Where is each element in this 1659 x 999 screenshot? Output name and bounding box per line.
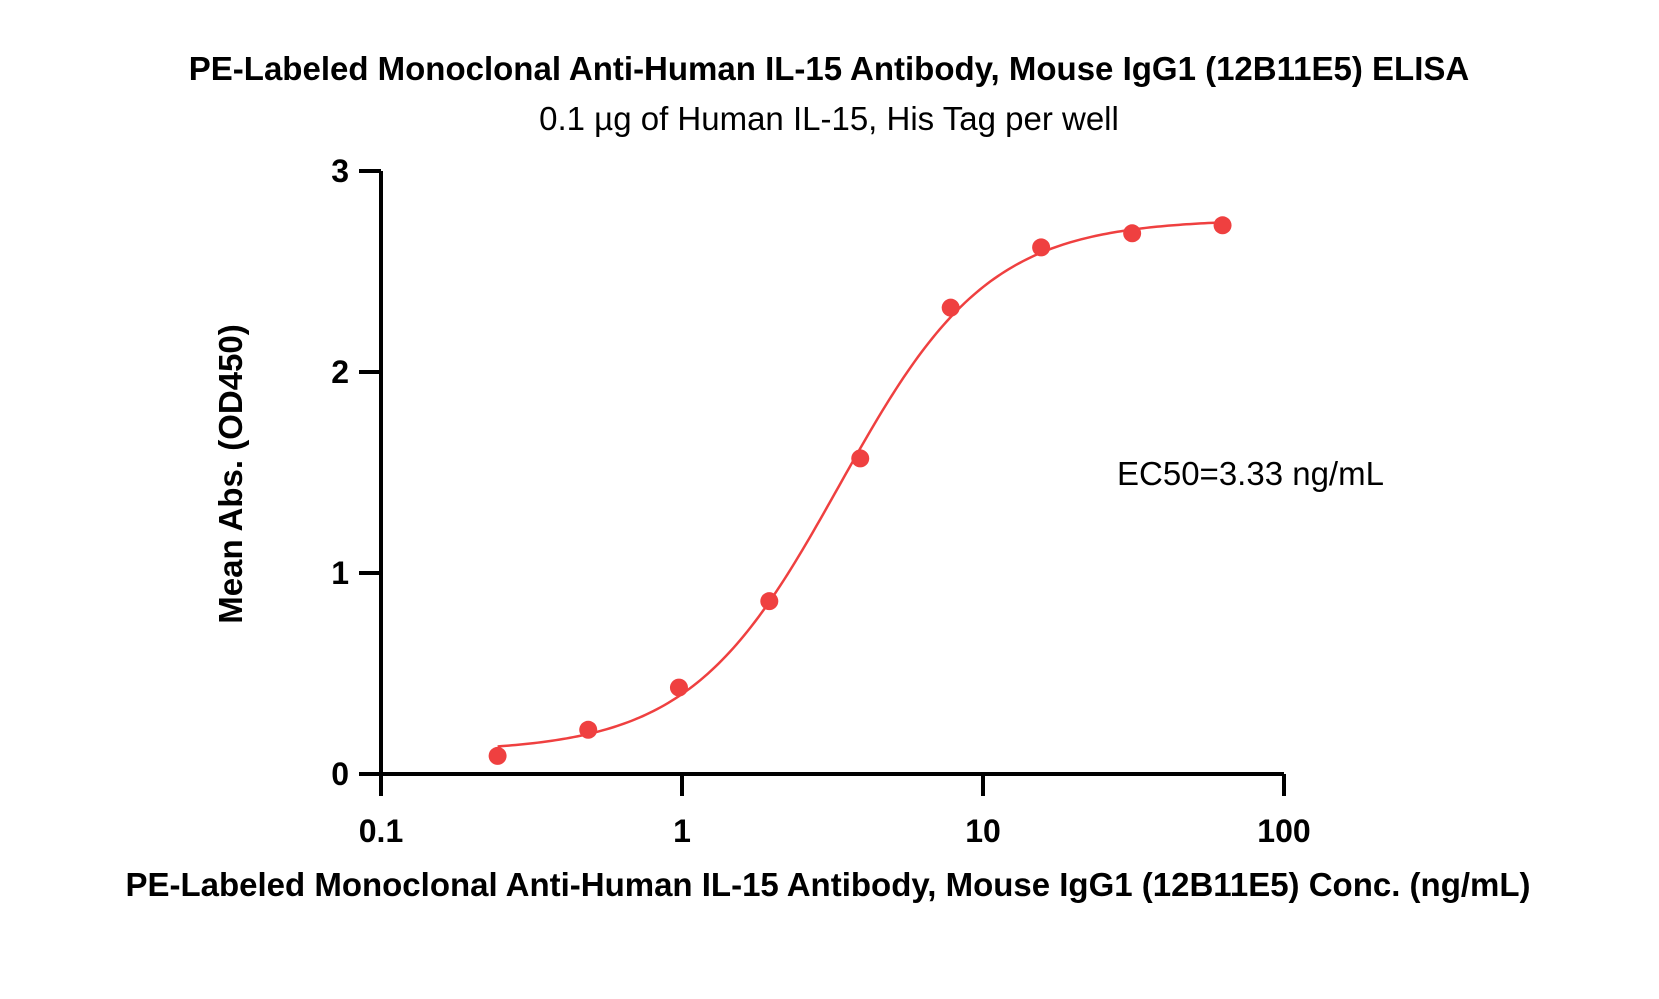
data-point [1213, 216, 1232, 235]
fit-curve-line [497, 221, 1223, 748]
data-point [488, 746, 507, 765]
data-point [579, 720, 598, 739]
ec50-annotation: EC50=3.33 ng/mL [1117, 455, 1384, 492]
y-tick-label: 2 [331, 354, 349, 390]
plot-area: 0.1 1 10 100 0 1 2 3 [331, 153, 1310, 849]
y-tick-label: 1 [331, 555, 349, 591]
chart-title: PE-Labeled Monoclonal Anti-Human IL-15 A… [189, 50, 1469, 87]
x-tick-label: 100 [1257, 813, 1310, 849]
data-point [941, 298, 960, 317]
y-tick-label: 0 [331, 756, 349, 792]
x-tick-label: 0.1 [359, 813, 403, 849]
data-point [1123, 224, 1142, 243]
data-point [851, 449, 870, 468]
y-axis-label: Mean Abs. (OD450) [212, 324, 249, 624]
data-point [760, 592, 779, 611]
data-point [1032, 238, 1051, 257]
chart-subtitle: 0.1 µg of Human IL-15, His Tag per well [539, 100, 1119, 137]
y-tick-label: 3 [331, 153, 349, 189]
x-axis-label: PE-Labeled Monoclonal Anti-Human IL-15 A… [125, 866, 1530, 903]
x-tick-label: 1 [673, 813, 691, 849]
x-tick-label: 10 [965, 813, 1001, 849]
data-point [669, 678, 688, 697]
